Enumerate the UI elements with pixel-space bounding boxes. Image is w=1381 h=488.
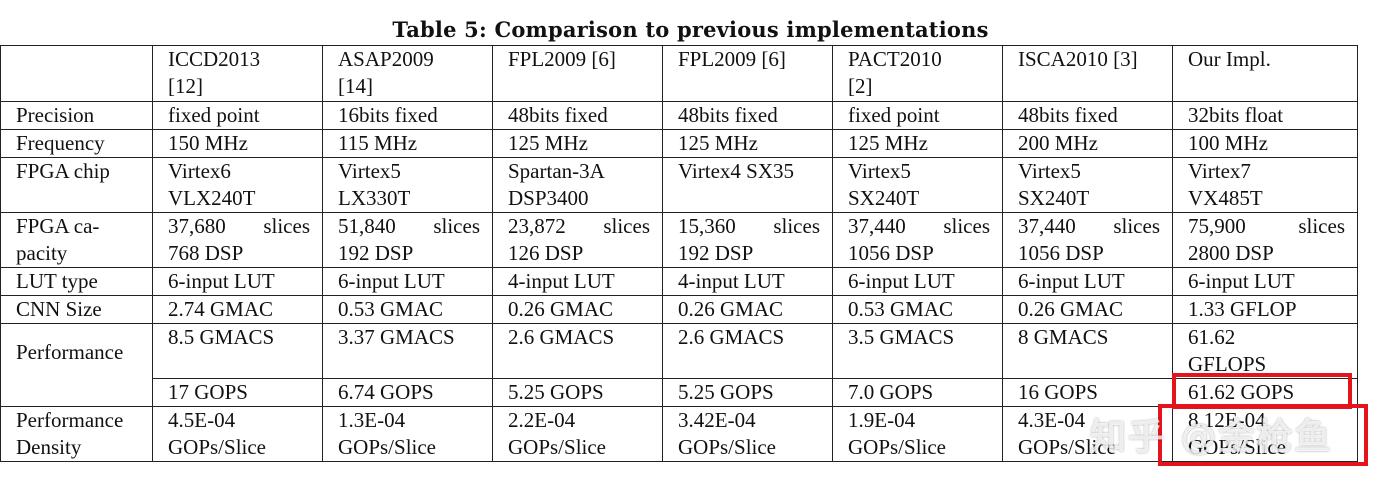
table-cell: 75,900 slices 2800 DSP bbox=[1172, 212, 1358, 268]
header-cell-iccd2013: ICCD2013 [12] bbox=[152, 45, 323, 102]
comparison-table: ICCD2013 [12] ASAP2009 [14] FPL2009 [6] FP… bbox=[0, 45, 1358, 462]
table-cell: 23,872 slices 126 DSP bbox=[492, 212, 663, 268]
table-row-performance-b: 17 GOPS 6.74 GOPS 5.25 GOPS 5.25 GOPS 7.… bbox=[1, 378, 1358, 407]
header-cell-fpl2009-b: FPL2009 [6] bbox=[662, 45, 833, 102]
table-cell: 6-input LUT bbox=[152, 267, 323, 296]
table-row-fpga-capacity: FPGA ca-pacity 37,680 slices 768 DSP 51,84… bbox=[0, 212, 1358, 268]
table-cell: 1.33 GFLOP bbox=[1172, 295, 1358, 324]
header-cell-isca2010: ISCA2010 [3] bbox=[1002, 45, 1173, 102]
table-cell: 2.74 GMAC bbox=[152, 295, 323, 324]
table-cell: 15,360 slices 192 DSP bbox=[662, 212, 833, 268]
table-cell: 2.6 GMACS bbox=[492, 323, 663, 379]
table-cell: 8 GMACS bbox=[1002, 323, 1173, 379]
table-cell: Virtex5 SX240T bbox=[1002, 157, 1173, 213]
table-cell: 8.5 GMACS bbox=[152, 323, 323, 379]
table-cell: 6-input LUT bbox=[1172, 267, 1358, 296]
table-cell: 2.2E-04 GOPs/Slice bbox=[492, 406, 663, 462]
table-cell: 125 MHz bbox=[832, 129, 1003, 158]
table-cell: Virtex5 LX330T bbox=[322, 157, 493, 213]
table-cell: 5.25 GOPS bbox=[662, 378, 833, 407]
watermark: 知乎 @金枪鱼 bbox=[1090, 417, 1333, 458]
table-cell: fixed point bbox=[832, 101, 1003, 130]
table-cell: 1.3E-04 GOPs/Slice bbox=[322, 406, 493, 462]
highlight-box-density bbox=[1158, 404, 1368, 466]
row-label: Precision bbox=[0, 101, 153, 130]
table-cell: Virtex5 SX240T bbox=[832, 157, 1003, 213]
table-cell: 16bits fixed bbox=[322, 101, 493, 130]
table-row-precision: Precision fixed point 16bits fixed 48bit… bbox=[0, 101, 1358, 130]
header-cell-our-impl: Our Impl. bbox=[1172, 45, 1358, 102]
table-cell: 16 GOPS bbox=[1002, 378, 1173, 407]
table-cell: 8.12E-04 GOPs/Slice bbox=[1172, 406, 1358, 462]
table-cell: 0.53 GMAC bbox=[832, 295, 1003, 324]
table-cell: 0.26 GMAC bbox=[492, 295, 663, 324]
header-cell-empty bbox=[0, 45, 153, 102]
row-label: Performance bbox=[0, 323, 153, 407]
table-cell: 0.26 GMAC bbox=[1002, 295, 1173, 324]
table-cell: 4.3E-04 GOPs/Slice bbox=[1002, 406, 1173, 462]
table-cell: 4-input LUT bbox=[662, 267, 833, 296]
table-cell: 32bits float bbox=[1172, 101, 1358, 130]
table-cell: 6.74 GOPS bbox=[322, 378, 493, 407]
table-cell: 61.62 GOPS bbox=[1172, 378, 1358, 407]
table-row-cnn-size: CNN Size 2.74 GMAC 0.53 GMAC 0.26 GMAC 0… bbox=[0, 295, 1358, 324]
table-cell: 37,680 slices 768 DSP bbox=[152, 212, 323, 268]
table-cell: 48bits fixed bbox=[662, 101, 833, 130]
row-label: Frequency bbox=[0, 129, 153, 158]
table-cell: 1.9E-04 GOPs/Slice bbox=[832, 406, 1003, 462]
table-row-performance-a: Performance 8.5 GMACS 3.37 GMACS 2.6 GMA… bbox=[0, 323, 1358, 407]
table-cell: 3.42E-04 GOPs/Slice bbox=[662, 406, 833, 462]
table-cell: 0.53 GMAC bbox=[322, 295, 493, 324]
table-cell: 125 MHz bbox=[662, 129, 833, 158]
table-cell: 51,840 slices 192 DSP bbox=[322, 212, 493, 268]
table-cell: 4-input LUT bbox=[492, 267, 663, 296]
table-cell: 37,440 slices 1056 DSP bbox=[832, 212, 1003, 268]
table-cell: Virtex4 SX35 bbox=[662, 157, 833, 213]
table-cell: 61.62 GFLOPS bbox=[1172, 323, 1358, 379]
table-cell: 5.25 GOPS bbox=[492, 378, 663, 407]
table-row-frequency: Frequency 150 MHz 115 MHz 125 MHz 125 MH… bbox=[0, 129, 1358, 158]
table-cell: 6-input LUT bbox=[322, 267, 493, 296]
table-cell: 4.5E-04 GOPs/Slice bbox=[152, 406, 323, 462]
table-caption: Table 5: Comparison to previous implemen… bbox=[392, 17, 989, 42]
table-cell: 17 GOPS bbox=[152, 378, 323, 407]
row-label: LUT type bbox=[0, 267, 153, 296]
table-cell: 48bits fixed bbox=[492, 101, 663, 130]
table-header-row: ICCD2013 [12] ASAP2009 [14] FPL2009 [6] FP… bbox=[0, 45, 1358, 102]
table-cell: 115 MHz bbox=[322, 129, 493, 158]
table-cell: fixed point bbox=[152, 101, 323, 130]
table-cell: 6-input LUT bbox=[1002, 267, 1173, 296]
table-cell: 200 MHz bbox=[1002, 129, 1173, 158]
table-cell: Virtex6 VLX240T bbox=[152, 157, 323, 213]
table-row-fpga-chip: FPGA chip Virtex6 VLX240T Virtex5 LX330T S… bbox=[0, 157, 1358, 213]
table-cell: 125 MHz bbox=[492, 129, 663, 158]
table-cell: 150 MHz bbox=[152, 129, 323, 158]
table-cell: 3.37 GMACS bbox=[322, 323, 493, 379]
header-cell-fpl2009-a: FPL2009 [6] bbox=[492, 45, 663, 102]
table-cell: 3.5 GMACS bbox=[832, 323, 1003, 379]
header-cell-pact2010: PACT2010 [2] bbox=[832, 45, 1003, 102]
table-cell: 48bits fixed bbox=[1002, 101, 1173, 130]
header-cell-asap2009: ASAP2009 [14] bbox=[322, 45, 493, 102]
row-label: CNN Size bbox=[0, 295, 153, 324]
table-cell: 2.6 GMACS bbox=[662, 323, 833, 379]
table-cell: 6-input LUT bbox=[832, 267, 1003, 296]
table-row-performance-density: Performance Density 4.5E-04 GOPs/Slice 1.3… bbox=[0, 406, 1358, 462]
table-row-lut-type: LUT type 6-input LUT 6-input LUT 4-input… bbox=[0, 267, 1358, 296]
row-label: FPGA ca-pacity bbox=[0, 212, 153, 268]
table-cell: 100 MHz bbox=[1172, 129, 1358, 158]
table-cell: 37,440 slices 1056 DSP bbox=[1002, 212, 1173, 268]
table-cell: Spartan-3A DSP3400 bbox=[492, 157, 663, 213]
row-label: Performance Density bbox=[0, 406, 153, 462]
table-cell: 7.0 GOPS bbox=[832, 378, 1003, 407]
table-cell: 0.26 GMAC bbox=[662, 295, 833, 324]
table-cell: Virtex7 VX485T bbox=[1172, 157, 1358, 213]
row-label: FPGA chip bbox=[0, 157, 153, 213]
